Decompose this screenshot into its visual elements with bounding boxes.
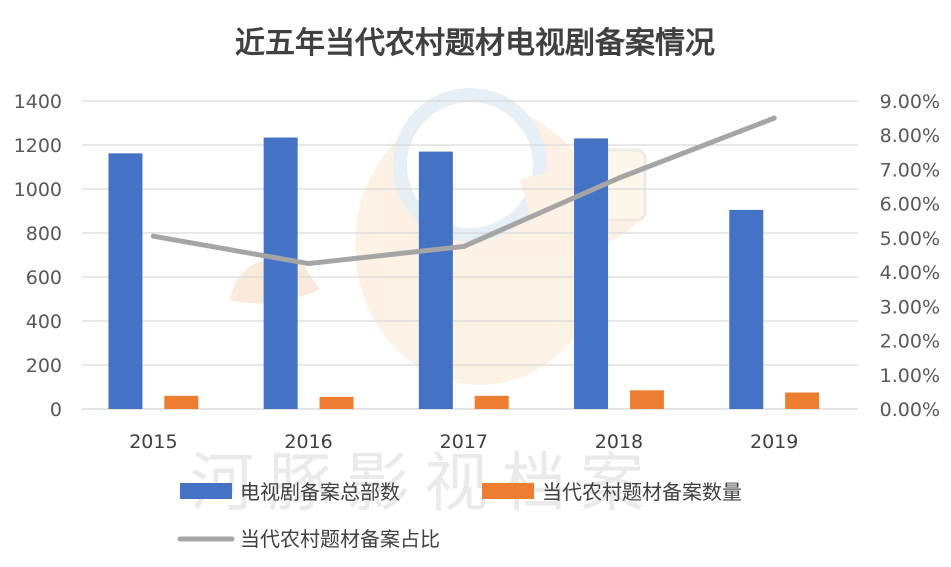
y-tick-label: 1200 — [14, 135, 62, 157]
y-axis-right: 0.00% 1.00% 2.00% 3.00% 4.00% 5.00% 6.00% 7.00%… — [880, 91, 940, 421]
y-axis-left: 0 200 400 600 800 1000 1200 1400 — [14, 91, 62, 421]
y-tick-label: 0 — [50, 399, 62, 421]
y2-tick-label: 7.00% — [880, 159, 940, 181]
bar-total-2016 — [263, 137, 298, 409]
legend-label-rural-ratio: 当代农村题材备案占比 — [240, 527, 440, 551]
y2-tick-label: 0.00% — [880, 399, 940, 421]
y-tick-label: 1000 — [14, 179, 62, 201]
line-point-2016 — [306, 261, 312, 267]
legend-label-rural-count: 当代农村题材备案数量 — [542, 480, 742, 504]
legend-label-total: 电视剧备案总部数 — [240, 480, 400, 504]
y-tick-label: 800 — [26, 223, 62, 245]
y2-tick-label: 8.00% — [880, 125, 940, 147]
y-tick-label: 200 — [26, 355, 62, 377]
line-series — [150, 115, 777, 267]
y2-tick-label: 9.00% — [880, 91, 940, 113]
y-tick-label: 400 — [26, 311, 62, 333]
legend-swatch-rural-count — [482, 483, 534, 499]
x-tick-label: 2019 — [750, 431, 798, 453]
watermark-text: 河豚影视档案 — [190, 447, 658, 521]
y2-tick-label: 5.00% — [880, 228, 940, 250]
bar-total-2017 — [418, 151, 453, 409]
line-point-2017 — [461, 243, 467, 249]
bar-rural-count-2017 — [474, 395, 509, 409]
line-point-2018 — [616, 175, 622, 181]
y2-tick-label: 2.00% — [880, 331, 940, 353]
gridlines — [82, 100, 858, 410]
x-tick-label: 2016 — [284, 431, 332, 453]
legend-swatch-total — [180, 483, 232, 499]
y2-tick-label: 1.00% — [880, 365, 940, 387]
y-tick-label: 1400 — [14, 91, 62, 113]
bar-total-2018 — [574, 138, 609, 409]
bar-rural-count-2015 — [164, 395, 199, 409]
y2-tick-label: 3.00% — [880, 296, 940, 318]
y2-tick-label: 4.00% — [880, 262, 940, 284]
bar-rural-count-2016 — [319, 396, 354, 409]
bar-rural-count-2018 — [629, 390, 664, 409]
line-point-2019 — [771, 115, 777, 121]
line-point-2015 — [150, 233, 156, 239]
y-tick-label: 600 — [26, 267, 62, 289]
chart-title: 近五年当代农村题材电视剧备案情况 — [235, 26, 715, 61]
bar-total-2019 — [729, 209, 764, 409]
x-tick-label: 2017 — [440, 431, 488, 453]
bar-rural-count-2019 — [785, 392, 820, 409]
bar-total-2015 — [108, 153, 143, 409]
y2-tick-label: 6.00% — [880, 194, 940, 216]
x-tick-label: 2015 — [129, 431, 177, 453]
legend: 电视剧备案总部数 当代农村题材备案数量 当代农村题材备案占比 — [177, 480, 742, 551]
x-axis: 2015 2016 2017 2018 2019 — [129, 431, 798, 453]
x-tick-label: 2018 — [595, 431, 643, 453]
bars — [108, 137, 820, 409]
